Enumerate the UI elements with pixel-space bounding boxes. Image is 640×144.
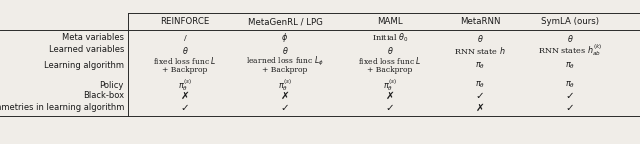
Text: $\theta$: $\theta$ <box>477 33 483 43</box>
Text: fixed loss func $L$: fixed loss func $L$ <box>358 55 422 67</box>
Text: $\pi_\theta$: $\pi_\theta$ <box>565 80 575 90</box>
Text: $\pi_\theta$: $\pi_\theta$ <box>475 60 485 71</box>
Text: + Backprop: + Backprop <box>163 66 208 74</box>
Text: SymLA (ours): SymLA (ours) <box>541 18 599 26</box>
Text: ✓: ✓ <box>566 103 574 113</box>
Text: MetaRNN: MetaRNN <box>460 18 500 26</box>
Text: $\pi_\theta^{(s)}$: $\pi_\theta^{(s)}$ <box>178 77 192 93</box>
Text: /: / <box>184 34 186 42</box>
Text: $\pi_\theta^{(s)}$: $\pi_\theta^{(s)}$ <box>278 77 292 93</box>
Text: ✓: ✓ <box>476 91 484 101</box>
Text: $\theta$: $\theta$ <box>282 44 289 55</box>
Text: Initial $\theta_0$: Initial $\theta_0$ <box>372 32 408 44</box>
Text: ✓: ✓ <box>180 103 189 113</box>
Text: Black-box: Black-box <box>83 91 124 101</box>
Text: $\theta$: $\theta$ <box>182 44 188 55</box>
Text: learned loss func $L_\phi$: learned loss func $L_\phi$ <box>246 54 324 68</box>
Text: fixed loss func $L$: fixed loss func $L$ <box>153 55 217 67</box>
Text: Learned variables: Learned variables <box>49 46 124 54</box>
Text: $\pi_\theta$: $\pi_\theta$ <box>565 60 575 71</box>
Text: $\pi_\theta^{(s)}$: $\pi_\theta^{(s)}$ <box>383 77 397 93</box>
Text: $\theta$: $\theta$ <box>387 44 394 55</box>
Text: MetaGenRL / LPG: MetaGenRL / LPG <box>248 18 323 26</box>
Text: ✗: ✗ <box>386 91 394 101</box>
Text: RNN states $h_{ab}^{(k)}$: RNN states $h_{ab}^{(k)}$ <box>538 42 602 58</box>
Text: + Backprop: + Backprop <box>367 66 413 74</box>
Text: Meta variables: Meta variables <box>62 34 124 42</box>
Text: ✗: ✗ <box>180 91 189 101</box>
Text: ✗: ✗ <box>280 91 289 101</box>
Text: $\phi$: $\phi$ <box>282 32 289 44</box>
Text: + Backprop: + Backprop <box>262 66 308 74</box>
Text: $\theta$: $\theta$ <box>566 33 573 43</box>
Text: ✓: ✓ <box>566 91 574 101</box>
Text: ✓: ✓ <box>386 103 394 113</box>
Text: Learning algorithm: Learning algorithm <box>44 61 124 70</box>
Text: ✗: ✗ <box>476 103 484 113</box>
Text: ✓: ✓ <box>280 103 289 113</box>
Text: MAML: MAML <box>377 18 403 26</box>
Text: $\pi_\theta$: $\pi_\theta$ <box>475 80 485 90</box>
Text: RNN state $h$: RNN state $h$ <box>454 44 506 55</box>
Text: REINFORCE: REINFORCE <box>160 18 210 26</box>
Text: Symmetries in learning algorithm: Symmetries in learning algorithm <box>0 104 124 112</box>
Text: Policy: Policy <box>100 80 124 90</box>
